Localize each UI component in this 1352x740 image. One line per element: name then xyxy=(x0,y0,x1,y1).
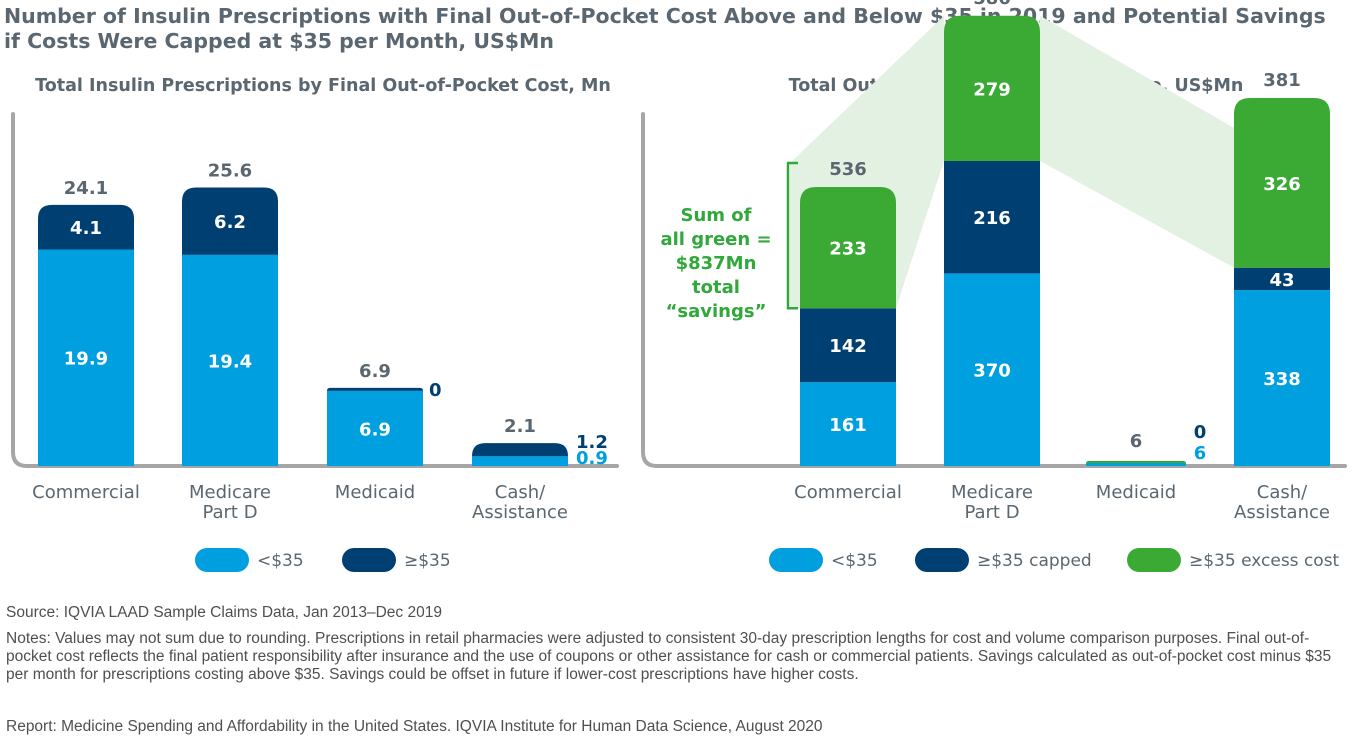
value-label-capped-4: 43 xyxy=(1269,270,1294,291)
category-label-3-line-1: Medicaid xyxy=(335,482,415,503)
category-label-2-line-2: Part D xyxy=(202,502,257,523)
category-label-4-line-1: Cash/ xyxy=(495,482,546,503)
legend-label-35: <$35 xyxy=(257,551,304,571)
value-label-above-35-1: 4.1 xyxy=(70,218,102,239)
bar-segment-above-35-4 xyxy=(472,443,568,457)
category-label-2-line-2: Part D xyxy=(964,502,1019,523)
value-label-above-35-3: 0 xyxy=(429,380,442,401)
category-label-1-line-1: Commercial xyxy=(794,482,902,503)
category-label-1-line-1: Commercial xyxy=(32,482,140,503)
value-label-excess-4: 326 xyxy=(1263,174,1301,195)
total-label-4: 381 xyxy=(1263,70,1301,91)
savings-annotation-line-1: Sum of xyxy=(681,205,752,226)
bar-segment-excess-2 xyxy=(944,15,1040,161)
legend-swatch-35 xyxy=(342,548,396,572)
subplot-title: Total Insulin Prescriptions by Final Out… xyxy=(35,76,611,96)
bar-segment-capped-1 xyxy=(800,308,896,383)
category-label-2-line-1: Medicare xyxy=(189,482,271,503)
value-label-above-35-2: 6.2 xyxy=(214,212,246,233)
value-label-below-35-2: 370 xyxy=(973,361,1011,382)
total-label-2: 586 xyxy=(973,0,1011,9)
total-label-3: 6.9 xyxy=(359,361,391,382)
bar-segment-excess-1 xyxy=(800,187,896,309)
value-label-excess-1: 233 xyxy=(829,239,867,260)
report-citation: Report: Medicine Spending and Affordabil… xyxy=(6,718,823,735)
total-label-1: 24.1 xyxy=(64,178,108,199)
prescriptions-chart: Total Insulin Prescriptions by Final Out… xyxy=(11,76,619,572)
category-label-2-line-1: Medicare xyxy=(951,482,1033,503)
value-label-below-35-4: 0.9 xyxy=(576,448,608,469)
bar-segment-below-35-4 xyxy=(472,456,568,466)
savings-annotation-line-2: all green = xyxy=(660,229,771,250)
legend-label-35: <$35 xyxy=(831,551,878,571)
bar-segment-below-35-2 xyxy=(944,273,1040,466)
total-label-2: 25.6 xyxy=(208,160,252,181)
value-label-below-35-4: 338 xyxy=(1263,369,1301,390)
value-label-capped-1: 142 xyxy=(829,336,867,357)
bar-segment-above-35-1 xyxy=(38,204,134,250)
charts-canvas: Total Insulin Prescriptions by Final Out… xyxy=(11,0,1347,572)
value-label-below-35-3: 6.9 xyxy=(359,419,391,440)
bar-segment-below-35-1 xyxy=(800,382,896,466)
value-label-capped-3: 0 xyxy=(1194,422,1207,443)
bar-segment-above-35-2 xyxy=(182,187,278,255)
bar-segment-below-35-2 xyxy=(182,254,278,466)
value-label-below-35-1: 161 xyxy=(829,415,867,436)
legend-swatch-35-capped xyxy=(915,548,969,572)
bar-segment-capped-2 xyxy=(944,160,1040,274)
bar-segment-below-35-3 xyxy=(327,390,423,466)
value-label-below-35-3: 6 xyxy=(1194,443,1207,464)
total-label-3: 6 xyxy=(1130,431,1143,452)
axis-frame xyxy=(11,112,619,468)
legend-label-35-excess-cost: ≥$35 excess cost xyxy=(1189,551,1340,571)
bar-segment-above-35-3 xyxy=(327,387,423,391)
legend-label-35-capped: ≥$35 capped xyxy=(977,551,1092,571)
bar-segment-excess-4 xyxy=(1234,98,1330,268)
category-label-4-line-2: Assistance xyxy=(472,502,568,523)
value-label-capped-2: 216 xyxy=(973,208,1011,229)
savings-band-right xyxy=(1040,15,1234,268)
category-label-4-line-1: Cash/ xyxy=(1257,482,1308,503)
source-note: Source: IQVIA LAAD Sample Claims Data, J… xyxy=(6,604,442,621)
legend-swatch-35 xyxy=(195,548,249,572)
savings-annotation-line-3: $837Mn xyxy=(676,253,757,274)
value-label-excess-2: 279 xyxy=(973,79,1011,100)
total-label-4: 2.1 xyxy=(504,416,536,437)
value-label-below-35-1: 19.9 xyxy=(64,349,108,370)
legend-swatch-35-excess-cost xyxy=(1127,548,1181,572)
bar-segment-below-35-3 xyxy=(1086,463,1186,466)
chart-title: Number of Insulin Prescriptions with Fin… xyxy=(4,4,1326,53)
value-label-below-35-2: 19.4 xyxy=(208,351,252,372)
legend-label-35: ≥$35 xyxy=(404,551,451,571)
value-label-above-35-4: 1.2 xyxy=(576,432,608,453)
category-label-3-line-1: Medicaid xyxy=(1096,482,1176,503)
oop-costs-chart: Total Out-of-Pocket Costs by Pay Type, U… xyxy=(641,0,1347,572)
bar-segment-capped-4 xyxy=(1234,267,1330,291)
bar-segment-below-35-4 xyxy=(1234,290,1330,466)
savings-annotation-line-5: “savings” xyxy=(666,301,767,322)
category-label-4-line-2: Assistance xyxy=(1234,502,1330,523)
total-label-1: 536 xyxy=(829,159,867,180)
savings-bracket xyxy=(786,161,798,310)
bar-segment-below-35-1 xyxy=(38,249,134,466)
savings-annotation-line-4: total xyxy=(692,277,740,298)
axis-frame xyxy=(641,112,1347,468)
legend-swatch-35 xyxy=(769,548,823,572)
notes-text: Notes: Values may not sum due to roundin… xyxy=(6,630,1332,683)
